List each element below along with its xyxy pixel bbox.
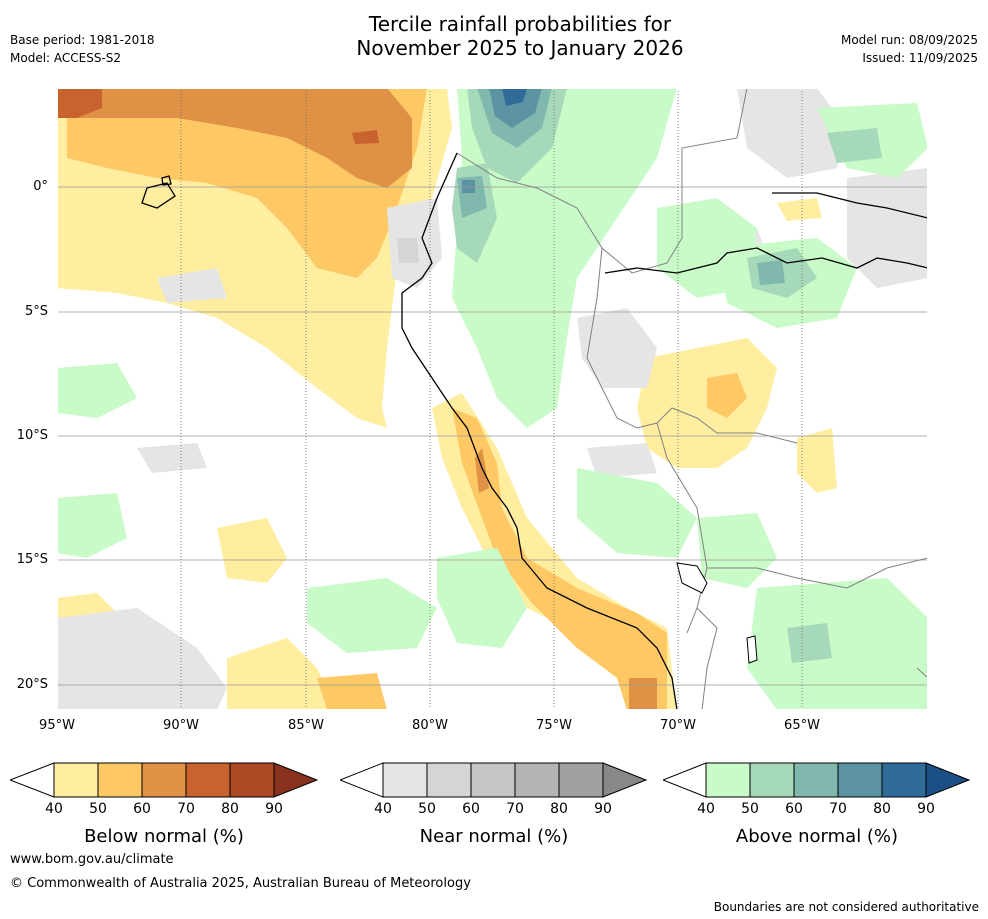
above-tick-50: 50 [741,801,759,817]
probability-map [57,87,929,711]
above-swatch-70-80 [837,762,883,798]
website-link[interactable]: www.bom.gov.au/climate [10,852,174,867]
near-tick-40: 40 [374,801,392,817]
lat-label-5s: 5°S [24,304,48,319]
below-tick-40: 40 [45,801,63,817]
lon-label-70w: 70°W [660,718,696,733]
lon-label-75w: 75°W [536,718,572,733]
below-swatch-50-60 [97,762,143,798]
above-normal-colorbar [661,762,971,798]
above-tick-40: 40 [697,801,715,817]
below-tick-90: 90 [265,801,283,817]
near-swatch-50-60 [426,762,472,798]
below-tick-50: 50 [89,801,107,817]
copyright-text: © Commonwealth of Australia 2025, Austra… [10,876,471,891]
lon-label-80w: 80°W [412,718,448,733]
below-normal-colorbar [8,762,319,798]
above-tick-60: 60 [785,801,803,817]
lon-label-85w: 85°W [288,718,324,733]
below-normal-regions [57,88,912,710]
title-line-2: November 2025 to January 2026 [356,36,684,60]
lat-label-15s: 15°S [16,552,48,567]
below-swatch-40-50 [53,762,99,798]
lat-label-0: 0° [33,179,48,194]
above-swatch-40-50 [705,762,751,798]
near-swatch-60-70 [470,762,516,798]
above-tick-70: 70 [829,801,847,817]
lon-label-95w: 95°W [39,718,75,733]
country-borders [456,87,929,711]
above-tick-80: 80 [873,801,891,817]
below-swatch-60-70 [141,762,187,798]
below-swatch-70-80 [185,762,231,798]
title-line-1: Tercile rainfall probabilities for [368,12,672,36]
near-swatch-80-90 [558,762,604,798]
near-normal-title: Near normal (%) [419,826,569,847]
near-normal-colorbar [338,762,648,798]
above-swatch-over [925,762,971,798]
near-tick-50: 50 [418,801,436,817]
map-canvas [57,87,929,711]
near-tick-70: 70 [506,801,524,817]
disclaimer-text: Boundaries are not considered authoritat… [713,900,979,914]
below-tick-80: 80 [221,801,239,817]
model-label: Model: ACCESS-S2 [10,51,122,65]
lakes [676,562,758,664]
above-normal-title: Above normal (%) [735,826,899,847]
above-swatch-60-70 [793,762,839,798]
near-swatch-over [602,762,648,798]
model-run-label: Model run: 08/09/2025 [840,33,978,47]
below-normal-title: Below normal (%) [84,826,244,847]
coastlines [141,152,929,711]
lat-label-20s: 20°S [16,677,48,692]
near-tick-80: 80 [550,801,568,817]
near-tick-60: 60 [462,801,480,817]
near-swatch-70-80 [514,762,560,798]
issued-label: Issued: 11/09/2025 [862,51,978,65]
lon-label-90w: 90°W [163,718,199,733]
above-swatch-50-60 [749,762,795,798]
below-tick-60: 60 [133,801,151,817]
graticule [57,88,928,710]
above-swatch-80-90 [881,762,927,798]
above-normal-regions [57,88,928,710]
lat-label-10s: 10°S [16,428,48,443]
lon-label-65w: 65°W [784,718,820,733]
above-tick-90: 90 [917,801,935,817]
near-tick-90: 90 [594,801,612,817]
map-title: Tercile rainfall probabilities for Novem… [0,12,988,60]
below-swatch-80-90 [229,762,275,798]
near-swatch-40-50 [382,762,428,798]
base-period-label: Base period: 1981-2018 [10,33,155,47]
below-swatch-over [273,762,319,798]
below-tick-70: 70 [177,801,195,817]
